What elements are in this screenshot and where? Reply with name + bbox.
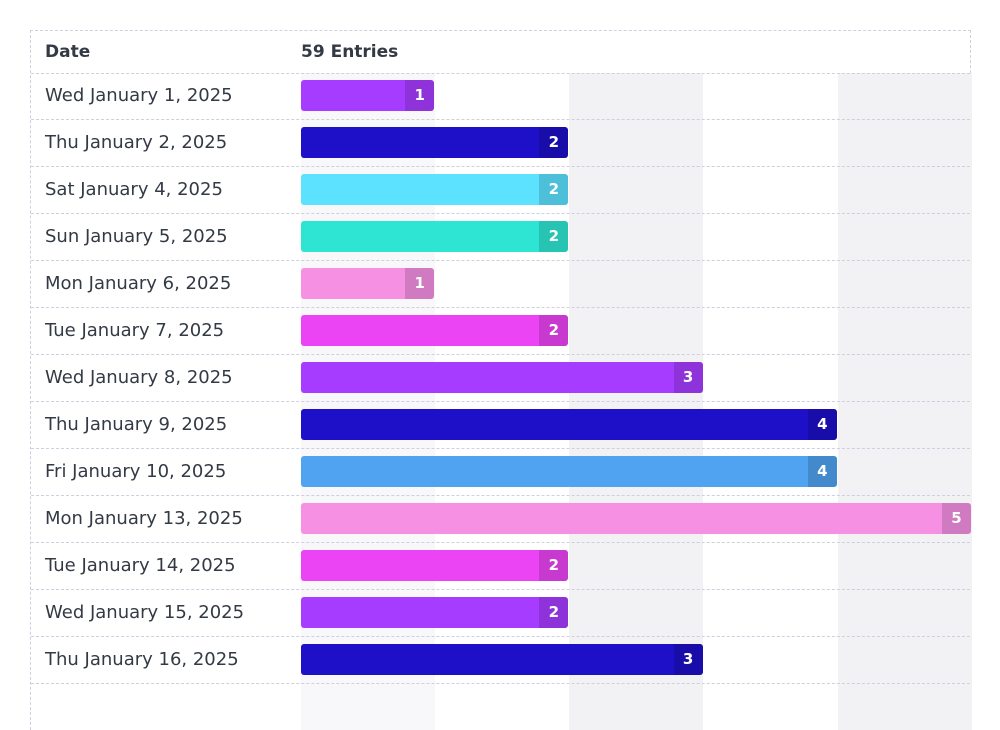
bar: 2 [301,597,569,628]
table-row[interactable]: Wed January 15, 2025 2 [31,590,970,637]
table-row[interactable]: Mon January 6, 2025 1 [31,261,970,308]
date-column-header[interactable]: Date [45,42,91,62]
row-date: Sat January 4, 2025 [45,179,223,200]
bar-value-label: 2 [539,597,569,628]
table-row[interactable]: Wed January 8, 2025 3 [31,355,970,402]
table-row[interactable]: Sun January 5, 2025 2 [31,214,970,261]
bar: 1 [301,268,435,299]
row-date: Fri January 10, 2025 [45,461,227,482]
table-header: Date 59 Entries [31,31,970,74]
bar-value-label: 5 [942,503,971,534]
row-date: Thu January 9, 2025 [45,414,228,435]
bar-value-label: 4 [807,456,837,487]
row-date: Wed January 1, 2025 [45,85,233,106]
row-date: Mon January 6, 2025 [45,273,232,294]
bar-value-label: 4 [807,409,837,440]
row-date: Thu January 16, 2025 [45,649,239,670]
row-date: Sun January 5, 2025 [45,226,228,247]
row-date: Mon January 13, 2025 [45,508,243,529]
bar-value-label: 2 [539,221,569,252]
row-date: Tue January 7, 2025 [45,320,225,341]
bar: 4 [301,409,837,440]
bar: 4 [301,456,837,487]
table-row[interactable]: Thu January 16, 2025 3 [31,637,970,684]
bar-value-label: 1 [405,80,435,111]
row-date: Wed January 15, 2025 [45,602,245,623]
entries-column-header[interactable]: 59 Entries [301,42,399,62]
bar: 3 [301,644,703,675]
bar: 2 [301,315,569,346]
bar: 2 [301,550,569,581]
table-row[interactable]: Wed January 1, 2025 1 [31,73,970,120]
table-row[interactable]: Tue January 14, 2025 2 [31,543,970,590]
bar: 5 [301,503,971,534]
bar-value-label: 2 [539,550,569,581]
bar: 2 [301,221,569,252]
bar-value-label: 3 [673,644,703,675]
table-row[interactable]: Thu January 2, 2025 2 [31,120,970,167]
bar-value-label: 2 [539,127,569,158]
row-date: Wed January 8, 2025 [45,367,233,388]
bar: 1 [301,80,435,111]
table-row[interactable]: Sat January 4, 2025 2 [31,167,970,214]
entries-table: Date 59 Entries Wed January 1, 2025 1 Thu … [30,30,972,730]
row-date: Tue January 14, 2025 [45,555,236,576]
table-row[interactable]: Tue January 7, 2025 2 [31,308,970,355]
table-row[interactable]: Mon January 13, 2025 5 [31,496,971,543]
bar-value-label: 1 [405,268,435,299]
bar: 2 [301,174,569,205]
bar-value-label: 2 [539,174,569,205]
table-row[interactable]: Fri January 10, 2025 4 [31,449,970,496]
row-date: Thu January 2, 2025 [45,132,228,153]
bar-value-label: 2 [539,315,569,346]
bar-value-label: 3 [673,362,703,393]
bar: 3 [301,362,703,393]
bar: 2 [301,127,569,158]
table-row[interactable]: Thu January 9, 2025 4 [31,402,970,449]
